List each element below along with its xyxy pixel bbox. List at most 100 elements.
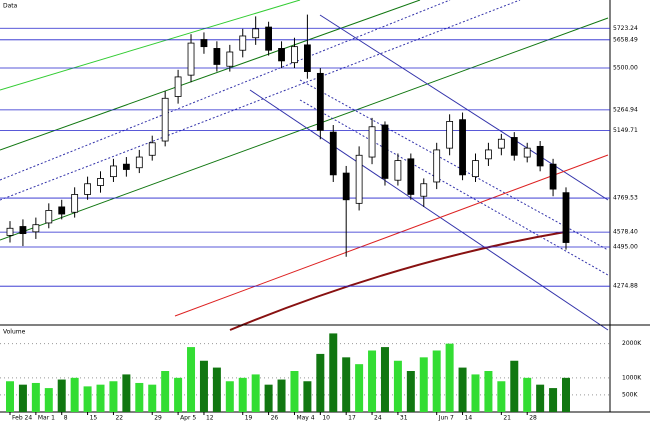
candle-body: [342, 172, 350, 201]
volume-bar: [161, 371, 170, 412]
x-tick-label: 8: [64, 415, 68, 422]
volume-bar: [316, 353, 325, 412]
y-tick-label: 1000K: [622, 374, 642, 381]
y-tick-label: 5500.00: [613, 65, 638, 72]
volume-bar: [148, 384, 157, 412]
y-tick-label: 4274.88: [613, 283, 638, 290]
volume-bar: [187, 347, 196, 412]
volume-bar: [277, 379, 286, 412]
volume-bar: [523, 377, 532, 412]
candle-body: [497, 138, 505, 149]
x-tick-label: Jun 7: [438, 415, 454, 422]
trend-line: [299, 79, 609, 251]
candle-body: [97, 178, 104, 186]
candle-body: [19, 226, 27, 235]
volume-bar: [510, 360, 519, 412]
candle-body: [239, 35, 247, 51]
volume-bar: [251, 374, 260, 412]
candle-body: [536, 145, 544, 167]
candle-body: [148, 142, 156, 156]
candle-body: [187, 42, 195, 76]
y-tick-label: 4578.40: [613, 229, 638, 236]
volume-bar: [109, 381, 118, 412]
volume-title: Volume: [3, 329, 26, 336]
trend-line: [0, 0, 451, 181]
volume-bar: [536, 384, 545, 412]
x-tick-label: 22: [115, 415, 123, 422]
candle-body: [265, 26, 273, 51]
x-tick-label: 31: [400, 415, 408, 422]
volume-bar: [6, 381, 14, 412]
y-tick-label: 4495.00: [613, 243, 638, 250]
volume-bar: [445, 343, 454, 412]
candle-body: [355, 154, 363, 204]
candle-body: [381, 124, 389, 179]
candle-body: [45, 210, 53, 224]
candle-body: [472, 160, 479, 178]
y-tick-label: 5723.24: [613, 25, 638, 32]
volume-bar: [355, 364, 364, 412]
volume-bar: [458, 367, 467, 412]
candle-body: [278, 48, 285, 62]
volume-bar: [562, 377, 570, 412]
volume-bar: [290, 371, 299, 412]
trend-line: [0, 17, 609, 241]
volume-bar: [199, 360, 208, 412]
volume-bar: [212, 367, 221, 412]
candle-body: [226, 51, 234, 67]
x-tick-label: 24: [374, 415, 382, 422]
trend-line: [319, 14, 609, 201]
volume-bar: [419, 357, 428, 412]
candle-body: [433, 149, 441, 183]
candle-body: [549, 163, 557, 190]
candle-body: [291, 46, 298, 64]
volume-bar: [70, 377, 79, 412]
x-tick-label: 21: [503, 415, 511, 422]
trend-line: [0, 0, 421, 151]
candle-body: [562, 192, 570, 243]
x-tick-label: 28: [529, 415, 537, 422]
candle-body: [523, 147, 531, 158]
volume-bar: [471, 374, 480, 412]
candle-body: [135, 156, 143, 169]
volume-bar: [83, 386, 92, 412]
volume-bar: [342, 357, 351, 412]
trend-line: [0, 0, 521, 201]
x-tick-label: 26: [271, 415, 279, 422]
y-tick-label: 2000K: [622, 340, 642, 347]
trend-line: [0, 0, 301, 91]
volume-bar: [135, 382, 144, 412]
candle-body: [420, 183, 428, 197]
volume-bar: [393, 360, 402, 412]
x-tick-label: Mar 1: [38, 415, 55, 422]
volume-bar: [31, 382, 40, 412]
x-tick-label: 12: [206, 415, 214, 422]
candle-body: [71, 194, 79, 213]
volume-bar: [497, 381, 506, 412]
volume-bar: [174, 377, 183, 412]
y-tick-label: 5149.71: [613, 127, 638, 134]
x-tick-label: May 4: [296, 415, 314, 422]
volume-bar: [303, 381, 312, 412]
x-tick-label: Feb 24: [12, 415, 32, 422]
trend-line: [174, 154, 609, 317]
x-tick-label: 29: [154, 415, 162, 422]
candle-body: [213, 48, 221, 65]
volume-bar: [264, 384, 273, 412]
volume-bar: [368, 350, 377, 412]
volume-bar: [549, 388, 558, 412]
volume-bar: [57, 379, 66, 412]
candle-body: [407, 158, 415, 195]
candle-body: [485, 149, 492, 160]
y-tick-label: 4769.53: [613, 195, 638, 202]
x-tick-label: 15: [90, 415, 98, 422]
candle-body: [32, 224, 40, 233]
volume-bar: [238, 377, 247, 412]
x-tick-label: 17: [348, 415, 356, 422]
y-tick-label: 5264.94: [613, 106, 638, 113]
candle-body: [316, 72, 324, 131]
candle-body: [174, 76, 182, 97]
candle-body: [510, 137, 518, 156]
candle-body: [303, 44, 311, 72]
